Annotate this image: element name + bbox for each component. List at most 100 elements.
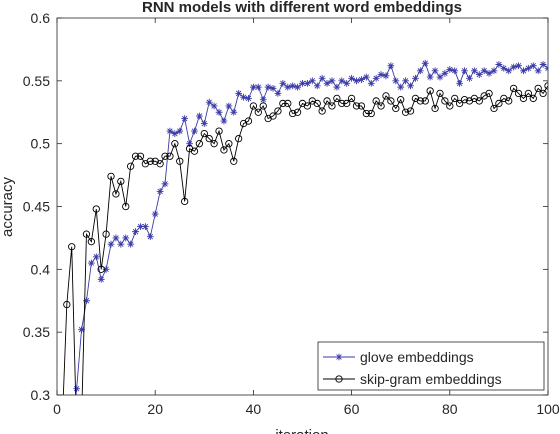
data-point [97,265,105,273]
data-point [382,72,390,80]
data-point [244,117,253,125]
data-point [181,197,189,206]
data-point [426,73,434,81]
data-point [274,107,282,115]
data-point [225,102,233,110]
data-point [480,67,488,75]
data-point [328,77,336,85]
data-point [245,95,252,102]
data-point [475,71,483,78]
x-tick-label: 80 [442,401,458,417]
plot-area-frame [56,17,549,396]
data-point [431,104,439,113]
data-point [269,112,277,120]
data-point [524,89,533,98]
x-tick-label: 40 [246,401,262,417]
data-point [107,172,115,180]
legend-label: glove embeddings [360,349,474,365]
data-point [401,108,410,116]
legend-marker [335,353,343,361]
data-point [520,67,527,75]
data-point [510,63,518,71]
data-point [377,71,385,78]
data-point [176,127,184,135]
data-point [372,74,380,82]
legend-box [317,341,545,391]
data-point [539,61,547,68]
data-point [87,259,95,267]
data-point [372,97,380,105]
data-point [269,84,277,92]
data-point [495,61,503,68]
data-point [524,64,532,72]
data-point [431,67,439,75]
data-point [136,152,145,160]
data-point [397,96,405,104]
data-point [347,94,356,103]
data-point [338,77,346,85]
data-point [515,62,522,70]
legend-label: skip-gram embeddings [360,371,502,387]
data-point [195,112,203,120]
data-point [289,109,297,118]
data-point [279,99,287,108]
data-point [102,230,110,238]
data-point [92,205,100,213]
x-tick-label: 20 [147,401,163,417]
data-point [78,326,85,334]
data-point [240,93,247,101]
data-point [436,73,444,81]
y-tick-label: 0.5 [31,136,51,152]
data-point [451,94,459,103]
data-point [171,130,179,138]
data-point [362,109,370,118]
data-point [505,67,513,75]
y-tick-label: 0.45 [23,199,50,215]
data-point [284,83,292,91]
data-point [475,97,483,105]
data-point [126,162,135,170]
series-skip-gram [62,82,548,434]
data-point [63,300,71,309]
data-point [107,240,115,248]
data-point [446,102,454,110]
data-point [392,104,400,113]
data-point [416,67,424,75]
data-point [68,243,76,251]
data-point [161,180,169,188]
data-point [146,157,154,165]
data-point [181,115,189,122]
data-point [509,84,518,93]
data-point [259,102,267,110]
data-point [485,69,493,77]
y-tick-label: 0.6 [31,10,51,26]
data-point [387,62,395,70]
data-point [92,253,100,261]
data-point [461,67,468,75]
legend-marker [335,375,343,383]
data-point [274,90,282,97]
data-point [333,83,341,91]
y-tick-label: 0.3 [31,387,51,403]
data-point [82,230,91,238]
data-point [191,127,198,135]
data-point [225,140,233,148]
data-point [132,228,139,236]
data-point [529,94,537,103]
y-tick-label: 0.35 [23,324,50,340]
data-point [470,67,478,75]
data-point [441,97,449,105]
data-point [436,89,444,98]
data-point [102,265,110,273]
data-point [485,89,493,98]
data-point [490,104,498,113]
data-point [63,429,70,434]
data-point [171,140,179,148]
series-glove [63,59,548,434]
data-point [455,99,464,108]
data-point [73,430,79,434]
data-point [412,74,419,82]
data-point [259,96,267,104]
data-point [539,89,547,98]
